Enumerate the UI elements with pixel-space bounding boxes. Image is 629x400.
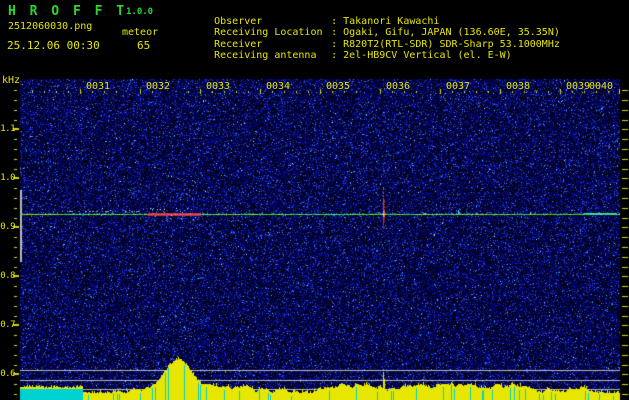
time-label-0040: 0040 [588,81,614,92]
time-label-0032: 0032 [145,81,171,92]
freq-label-0-8: 0.8 [0,271,15,281]
freq-label-0-9: 0.9 [0,222,15,232]
time-label-0034: 0034 [265,81,291,92]
station-info: Observer: Takanori Kawachi Receiving Loca… [178,4,560,62]
datetime: 25.12.06 00:30 [7,39,100,52]
info-label: Receiver [214,38,263,50]
info-separator: : [331,38,338,50]
info-value: Ogaki, Gifu, JAPAN (136.60E, 35.35N) [343,27,560,38]
info-row-receiver: Receiver: R820T2(RTL-SDR) SDR-Sharp 53.10… [178,27,560,50]
time-label-0039: 0039 [565,81,591,92]
echo-count: 65 [137,39,151,52]
info-value: R820T2(RTL-SDR) SDR-Sharp 53.1000MHz [343,38,560,50]
freq-label-1-1: 1.1 [0,124,15,134]
freq-label-0-6: 0.6 [0,369,15,379]
time-label-0038: 0038 [505,81,531,92]
info-label: Observer [214,15,263,27]
info-separator: : [331,50,338,61]
freq-label-0-7: 0.7 [0,320,15,330]
time-label-0037: 0037 [445,81,471,92]
info-value: Takanori Kawachi [343,15,440,27]
app-title: H R O F F T [8,4,128,19]
info-separator: : [331,27,338,38]
info-separator: : [331,15,338,27]
info-label: Receiving antenna [214,50,317,61]
time-label-0035: 0035 [325,81,351,92]
info-value: 2el-HB9CV Vertical (el. E-W) [343,50,512,61]
time-label-0033: 0033 [205,81,231,92]
app-version: 1.0.0 [126,7,154,17]
info-row-location: Receiving Location: Ogaki, Gifu, JAPAN (1… [178,16,560,38]
freq-axis-unit: kHz [2,75,21,86]
time-label-0036: 0036 [385,81,411,92]
freq-label-1-0: 1.0 [0,173,15,183]
info-row-observer: Observer: Takanori Kawachi [178,4,560,27]
info-row-antenna: Receiving antenna:2el-HB9CV Vertical (el… [178,39,560,61]
time-label-0031: 0031 [85,81,111,92]
file-name: 2512060030.png [8,21,93,32]
mode-label: meteor [122,27,159,38]
info-label: Receiving Location [214,27,323,38]
